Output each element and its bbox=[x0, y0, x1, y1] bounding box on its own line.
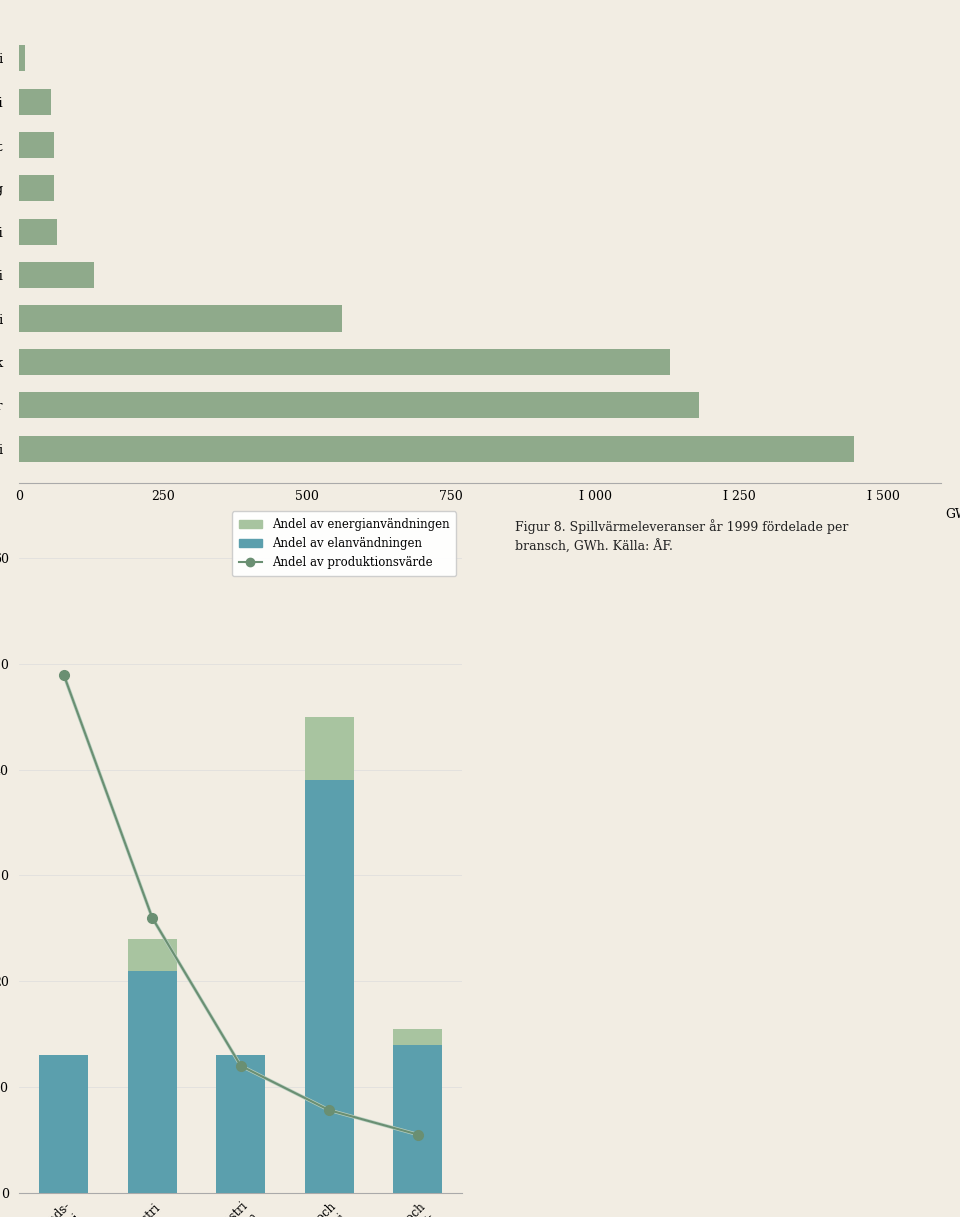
Bar bbox=[19, 219, 57, 245]
Bar bbox=[19, 262, 94, 288]
Bar bbox=[19, 436, 854, 461]
Bar bbox=[128, 938, 177, 1193]
Bar bbox=[19, 45, 25, 72]
Bar bbox=[305, 780, 353, 1193]
Bar bbox=[19, 89, 51, 114]
Bar bbox=[19, 131, 54, 158]
Bar bbox=[19, 392, 699, 419]
Bar bbox=[19, 305, 342, 331]
Legend: Andel av energianvändningen, Andel av elanvändningen, Andel av produktionsvärde: Andel av energianvändningen, Andel av el… bbox=[231, 511, 456, 577]
Bar bbox=[39, 1055, 88, 1193]
Bar bbox=[305, 717, 353, 1193]
Bar bbox=[19, 349, 670, 375]
Bar bbox=[128, 971, 177, 1193]
Bar bbox=[39, 1110, 88, 1193]
Text: GWh: GWh bbox=[946, 507, 960, 521]
Bar bbox=[394, 1028, 443, 1193]
Text: Figur 8. Spillvärmeleveranser år 1999 fördelade per
bransch, GWh. Källa: ÅF.: Figur 8. Spillvärmeleveranser år 1999 fö… bbox=[516, 520, 849, 554]
Bar bbox=[216, 1125, 265, 1193]
Bar bbox=[19, 175, 54, 201]
Bar bbox=[394, 1044, 443, 1193]
Bar bbox=[216, 1055, 265, 1193]
